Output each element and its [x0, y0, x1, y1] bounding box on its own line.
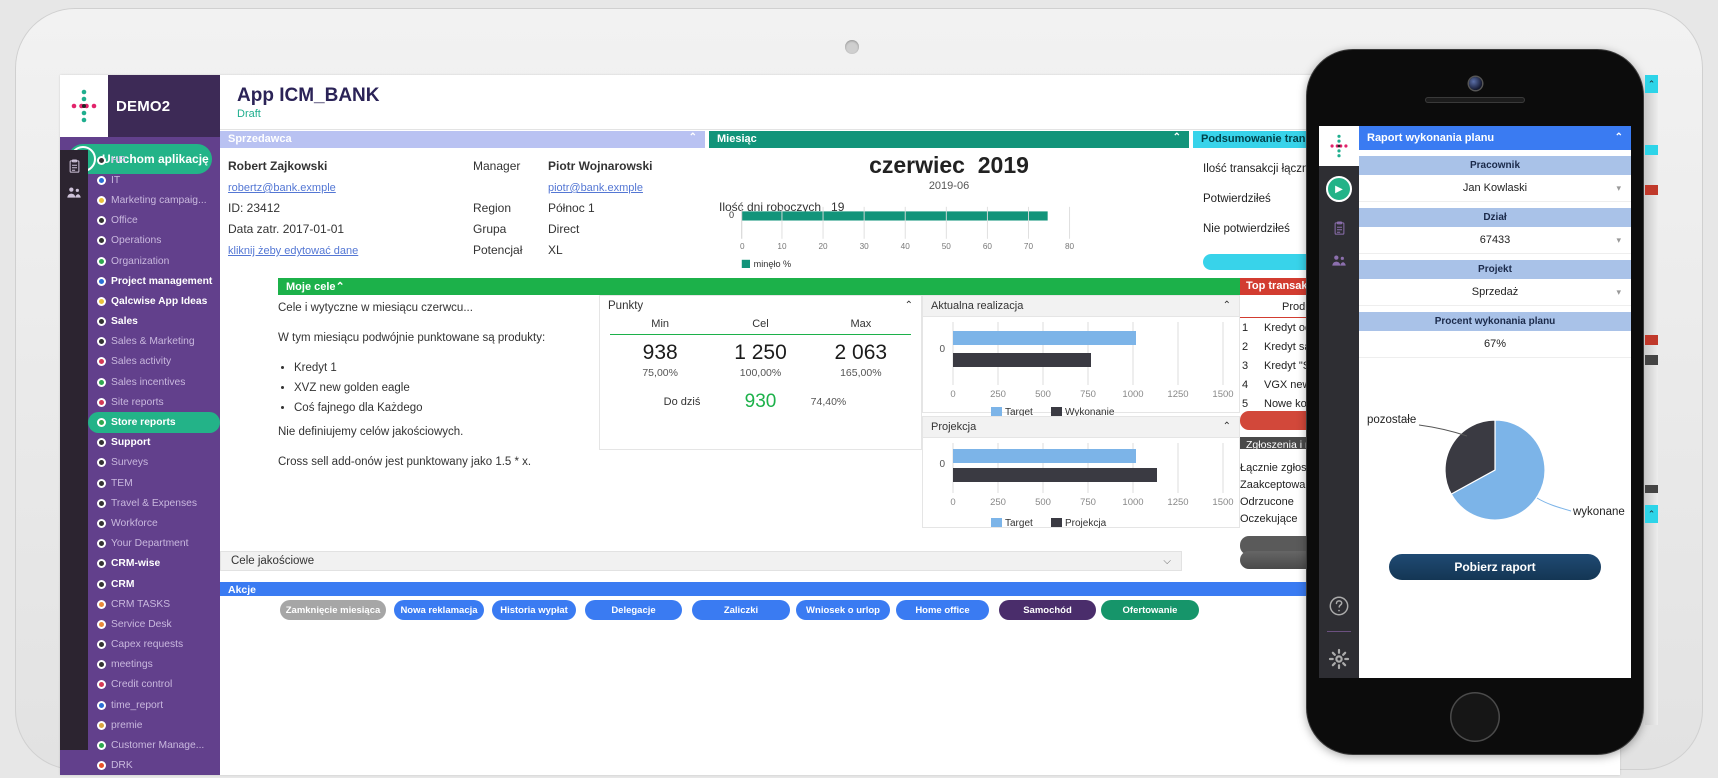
svg-text:750: 750 — [1080, 389, 1096, 400]
svg-text:Target: Target — [1005, 518, 1033, 529]
svg-text:wykonane: wykonane — [1572, 506, 1625, 518]
svg-text:750: 750 — [1080, 497, 1096, 508]
svg-text:Projekcja: Projekcja — [1065, 518, 1107, 529]
svg-text:250: 250 — [990, 497, 1006, 508]
svg-text:30: 30 — [860, 242, 870, 251]
svg-text:50: 50 — [942, 242, 952, 251]
svg-text:1250: 1250 — [1167, 389, 1188, 400]
svg-text:0: 0 — [939, 459, 945, 470]
svg-text:80: 80 — [1065, 242, 1075, 251]
svg-text:0: 0 — [729, 210, 734, 220]
svg-text:0: 0 — [740, 242, 745, 251]
svg-text:500: 500 — [1035, 497, 1051, 508]
svg-text:500: 500 — [1035, 389, 1051, 400]
svg-text:40: 40 — [901, 242, 911, 251]
svg-text:60: 60 — [983, 242, 993, 251]
svg-text:1250: 1250 — [1167, 497, 1188, 508]
svg-text:0: 0 — [950, 497, 955, 508]
svg-text:1500: 1500 — [1212, 497, 1233, 508]
svg-text:0: 0 — [939, 344, 945, 355]
svg-text:10: 10 — [777, 242, 787, 251]
svg-text:1000: 1000 — [1122, 497, 1143, 508]
svg-text:20: 20 — [818, 242, 828, 251]
svg-text:1000: 1000 — [1122, 389, 1143, 400]
svg-text:1500: 1500 — [1212, 389, 1233, 400]
svg-text:minęło %: minęło % — [754, 259, 792, 269]
svg-text:250: 250 — [990, 389, 1006, 400]
svg-text:70: 70 — [1024, 242, 1034, 251]
svg-text:pozostałe: pozostałe — [1367, 414, 1416, 426]
svg-text:0: 0 — [950, 389, 955, 400]
